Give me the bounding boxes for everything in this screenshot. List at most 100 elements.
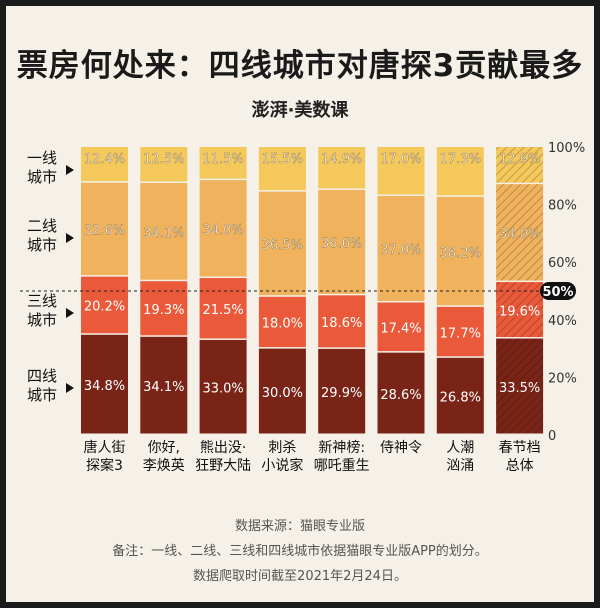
data-label-tier2-6: 38.2% [440, 246, 481, 261]
bar-segment-tier3-5 [377, 302, 425, 352]
x-category-label: 李焕英 [143, 457, 185, 474]
bar-segment-tier4-4 [318, 348, 366, 434]
tier-label-line2: 城市 [27, 168, 57, 186]
bar-segment-tier1-6 [436, 147, 484, 196]
data-label-tier2-2: 34.0% [202, 223, 243, 238]
date-note: 数据爬取时间截至2021年2月24日。 [193, 569, 407, 584]
data-label-tier1-7: 12.9% [499, 152, 540, 167]
bar-segment-tier4-3 [258, 348, 306, 434]
data-label-tier3-4: 18.6% [321, 316, 362, 331]
bar-hatch-tier4-7 [496, 338, 544, 434]
y-tick-label: 60% [548, 256, 577, 271]
bar-segment-tier3-3 [258, 296, 306, 348]
bar-segment-tier2-2 [199, 180, 247, 277]
tier-label-line1: 四线 [27, 367, 57, 385]
x-category-label: 汹涌 [446, 458, 474, 474]
tier-label-line1: 一线 [27, 149, 57, 167]
bar-segment-tier2-6 [436, 196, 484, 306]
bar-segment-tier2-0 [81, 182, 128, 276]
x-category-label: 总体 [506, 458, 534, 474]
data-label-tier2-5: 37.0% [380, 243, 421, 258]
data-label-tier1-2: 11.5% [202, 152, 243, 167]
reference-badge-label: 50% [542, 285, 573, 300]
x-category-label: 熊出没· [200, 440, 246, 456]
bar-segment-tier3-2 [199, 278, 247, 339]
x-category-label: 侍神令 [380, 440, 422, 456]
bar-segment-tier3-1 [140, 281, 188, 336]
y-tick-label: 20% [548, 371, 577, 386]
data-label-tier1-0: 12.4% [84, 152, 125, 167]
x-category-label: 新神榜: [318, 439, 365, 456]
data-label-tier4-5: 28.6% [380, 388, 421, 403]
data-label-tier4-3: 30.0% [262, 386, 303, 401]
x-category-label: 你好, [148, 440, 180, 456]
tier-label-line2: 城市 [27, 236, 57, 254]
data-label-tier1-1: 12.5% [143, 152, 184, 167]
x-category-label: 狂野大陆 [195, 458, 251, 474]
data-label-tier4-4: 29.9% [321, 386, 362, 401]
bar-segment-tier2-4 [318, 189, 366, 294]
y-tick-label: 0 [548, 429, 556, 444]
tier-label-line1: 三线 [27, 292, 57, 310]
data-label-tier2-7: 34.0% [499, 227, 540, 242]
x-category-label: 春节档 [499, 440, 541, 456]
chart-title: 票房何处来：四线城市对唐探3贡献最多 [16, 48, 584, 84]
bar-segment-tier3-6 [436, 306, 484, 357]
x-category-label: 小说家 [261, 457, 303, 474]
tier-label-line1: 二线 [27, 217, 57, 235]
data-label-tier4-0: 34.8% [84, 379, 125, 394]
x-category-label: 人潮 [446, 440, 474, 456]
bar-segment-tier3-4 [318, 295, 366, 348]
data-label-tier3-5: 17.4% [380, 322, 421, 337]
bar-segment-tier1-0 [81, 147, 128, 182]
data-label-tier1-3: 15.5% [262, 152, 303, 167]
bar-segment-tier4-2 [199, 339, 247, 434]
y-tick-label: 40% [548, 314, 577, 329]
data-label-tier4-7: 33.5% [499, 381, 540, 396]
y-tick-label: 80% [548, 199, 577, 214]
data-label-tier3-0: 20.2% [84, 300, 125, 315]
bar-segment-tier4-6 [436, 357, 484, 434]
bar-segment-tier2-3 [258, 191, 306, 296]
bar-segment-tier3-0 [81, 276, 128, 334]
data-label-tier2-1: 34.1% [143, 226, 184, 241]
tier-label-line2: 城市 [27, 386, 57, 404]
data-label-tier3-7: 19.6% [499, 304, 540, 319]
x-category-label: 探案3 [86, 457, 123, 474]
bar-segment-tier1-4 [318, 147, 366, 189]
data-label-tier4-2: 33.0% [202, 381, 243, 396]
y-tick-label: 100% [548, 141, 585, 156]
x-category-label: 唐人街 [84, 439, 126, 456]
bar-segment-tier4-0 [81, 334, 128, 434]
tier-pointer-icon [66, 308, 74, 318]
tier-label-line2: 城市 [27, 311, 57, 329]
data-label-tier2-4: 36.6% [321, 237, 362, 252]
bar-segment-tier4-1 [140, 336, 188, 434]
reference-badge [540, 282, 576, 300]
bar-hatch-tier1-7 [496, 147, 544, 183]
bar-segment-tier4-5 [377, 352, 425, 434]
x-category-label: 刺杀 [268, 440, 296, 456]
data-label-tier4-1: 34.1% [143, 380, 184, 395]
tier-pointer-icon [66, 233, 74, 243]
brand-logo: 澎湃·美数课 [251, 100, 349, 121]
bar-segment-tier1-2 [199, 147, 247, 179]
bar-hatch-tier2-7 [496, 184, 544, 281]
bar-segment-tier1-1 [140, 147, 188, 182]
data-label-tier3-1: 19.3% [143, 303, 184, 318]
x-category-label: 哪吒重生 [314, 458, 370, 474]
data-label-tier1-5: 17.0% [380, 152, 421, 167]
footnote: 备注：一线、二线、三线和四线城市依据猫眼专业版APP的划分。 [112, 544, 488, 559]
tier-pointer-icon [66, 165, 74, 175]
data-label-tier1-6: 17.3% [440, 152, 481, 167]
data-label-tier4-6: 26.8% [440, 390, 481, 405]
data-label-tier2-0: 32.6% [84, 224, 125, 239]
data-label-tier2-3: 36.5% [262, 238, 303, 253]
bar-segment-tier2-5 [377, 195, 425, 302]
bar-segment-tier1-3 [258, 147, 306, 191]
bar-segment-tier1-5 [377, 147, 425, 195]
source-note: 数据来源：猫眼专业版 [234, 519, 365, 534]
data-label-tier1-4: 14.9% [321, 152, 362, 167]
data-label-tier3-6: 17.7% [440, 326, 481, 341]
